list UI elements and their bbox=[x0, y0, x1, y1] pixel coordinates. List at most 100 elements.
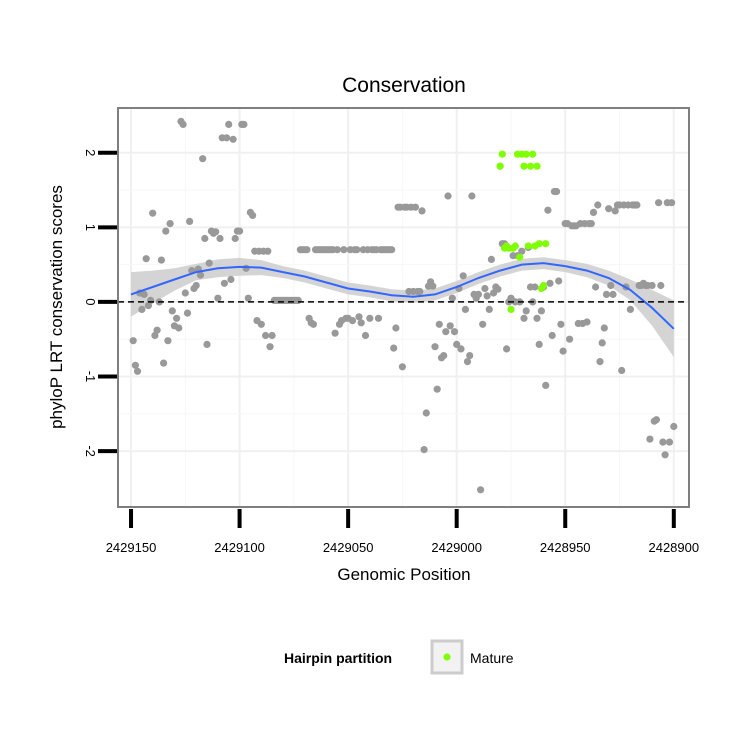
data-point bbox=[390, 344, 398, 352]
data-point bbox=[266, 343, 274, 351]
smooth-confidence-band bbox=[131, 257, 674, 358]
data-point bbox=[398, 363, 406, 371]
plot-panel bbox=[117, 107, 690, 508]
data-point bbox=[657, 281, 665, 290]
data-point-mature bbox=[533, 162, 541, 170]
data-point bbox=[257, 320, 265, 328]
data-point bbox=[648, 281, 656, 290]
data-point bbox=[420, 446, 428, 454]
data-point bbox=[333, 246, 341, 254]
data-point bbox=[225, 120, 233, 128]
data-point bbox=[220, 279, 228, 287]
x-tick-label: 2429050 bbox=[323, 540, 374, 555]
data-point bbox=[173, 314, 181, 322]
data-point bbox=[433, 385, 441, 393]
data-point bbox=[262, 331, 270, 340]
data-point-mature bbox=[524, 242, 532, 250]
data-point bbox=[249, 211, 257, 219]
data-point bbox=[348, 317, 357, 325]
data-point bbox=[242, 264, 250, 272]
data-point bbox=[468, 192, 476, 200]
data-point bbox=[483, 292, 491, 300]
data-point bbox=[153, 326, 161, 334]
legend-title: Hairpin partition bbox=[284, 650, 392, 666]
data-point bbox=[229, 135, 237, 143]
data-point bbox=[655, 199, 663, 207]
data-point bbox=[589, 208, 598, 216]
data-point-mature bbox=[496, 162, 504, 170]
data-point-mature bbox=[516, 253, 524, 261]
data-point bbox=[181, 289, 189, 297]
data-point bbox=[131, 361, 139, 369]
data-point bbox=[186, 217, 194, 225]
data-point bbox=[212, 228, 220, 236]
data-point bbox=[618, 366, 626, 375]
data-point bbox=[457, 345, 465, 353]
data-point bbox=[418, 207, 426, 215]
chart-title: Conservation bbox=[342, 74, 466, 97]
data-point-mature bbox=[539, 281, 548, 290]
data-point bbox=[487, 255, 495, 263]
data-point bbox=[661, 451, 669, 459]
data-point bbox=[474, 290, 482, 298]
data-point bbox=[583, 318, 591, 326]
data-point bbox=[236, 227, 244, 235]
data-point bbox=[264, 247, 272, 255]
data-point-mature bbox=[498, 150, 506, 158]
data-point bbox=[546, 279, 554, 287]
data-point bbox=[223, 134, 231, 142]
data-point-mature bbox=[520, 162, 528, 170]
data-point bbox=[366, 314, 374, 322]
data-point bbox=[435, 320, 443, 328]
data-point bbox=[374, 314, 383, 322]
data-point bbox=[166, 220, 174, 228]
data-point bbox=[133, 367, 142, 375]
data-point bbox=[179, 120, 187, 128]
x-axis-label: Genomic Position bbox=[337, 565, 470, 584]
data-point bbox=[331, 329, 339, 337]
data-point-mature bbox=[535, 240, 543, 248]
data-point bbox=[147, 296, 155, 304]
data-point bbox=[600, 324, 608, 332]
data-point bbox=[448, 294, 456, 302]
data-point bbox=[201, 234, 209, 243]
data-point-mature bbox=[507, 305, 515, 313]
data-point bbox=[668, 199, 676, 207]
data-point bbox=[542, 381, 550, 389]
data-point bbox=[168, 307, 176, 315]
data-point bbox=[162, 227, 170, 235]
data-point bbox=[216, 234, 224, 243]
data-point bbox=[196, 271, 205, 279]
data-point bbox=[481, 284, 489, 293]
data-point bbox=[626, 305, 635, 313]
data-point bbox=[429, 282, 437, 290]
data-point bbox=[303, 246, 311, 254]
data-point-mature bbox=[526, 162, 535, 170]
data-point bbox=[535, 340, 543, 348]
y-tick-label: -2 bbox=[83, 445, 98, 457]
x-tick-label: 2428900 bbox=[648, 540, 699, 555]
data-point bbox=[450, 328, 459, 336]
data-point bbox=[533, 314, 541, 322]
data-point bbox=[192, 281, 200, 290]
data-point-mature bbox=[542, 240, 550, 248]
data-point bbox=[199, 155, 207, 163]
data-point bbox=[592, 283, 600, 291]
data-point bbox=[214, 294, 222, 302]
data-point bbox=[459, 272, 467, 280]
data-point bbox=[609, 290, 617, 298]
data-point bbox=[227, 275, 235, 284]
y-tick-label: 2 bbox=[83, 149, 98, 156]
data-point bbox=[361, 331, 370, 340]
data-point bbox=[652, 416, 661, 424]
data-point bbox=[357, 319, 365, 327]
data-point bbox=[594, 201, 602, 209]
data-point bbox=[461, 305, 469, 313]
data-point bbox=[446, 322, 454, 330]
data-point bbox=[479, 320, 487, 328]
smooth-line bbox=[130, 262, 675, 330]
data-point bbox=[646, 435, 654, 443]
data-point bbox=[183, 309, 192, 317]
panel-background bbox=[118, 108, 689, 507]
